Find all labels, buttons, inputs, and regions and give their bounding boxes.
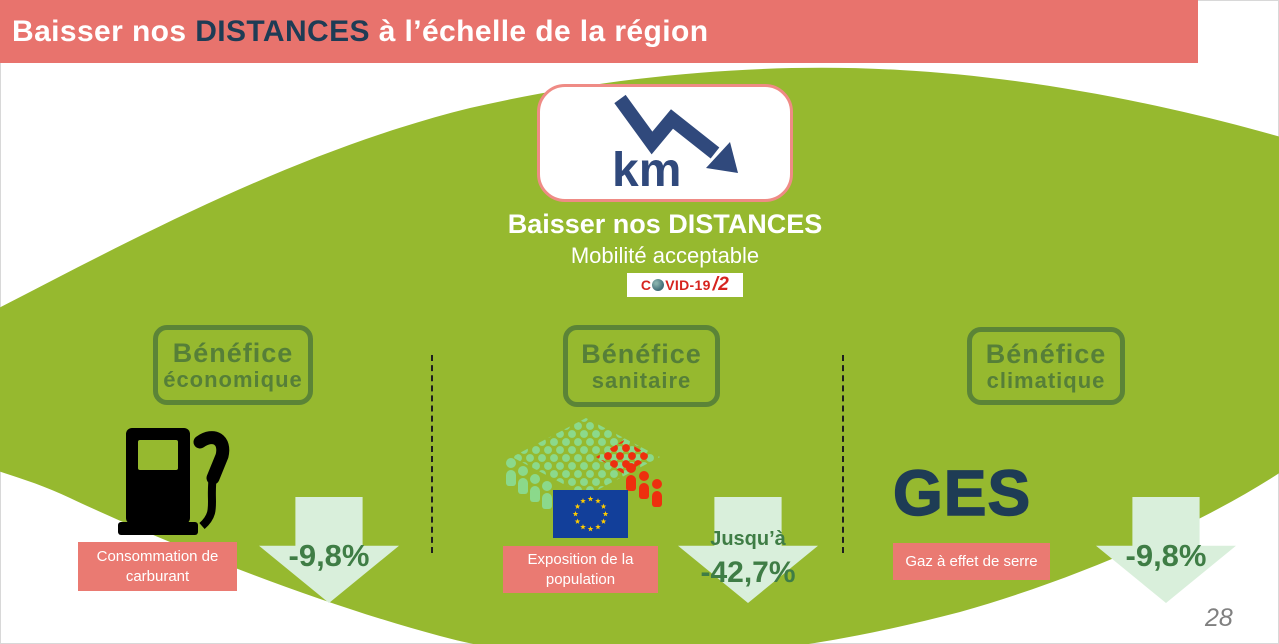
km-decrease-box: km: [537, 84, 793, 202]
person-icon: [518, 466, 528, 494]
person-icon-red: [652, 479, 662, 507]
ges-label: GES: [892, 456, 1032, 530]
hero-subtitle: Mobilité acceptable: [570, 243, 760, 268]
person-icon: [506, 458, 516, 486]
hero-title: Baisser nos DISTANCES: [507, 209, 823, 239]
stamp-line-1: Bénéfice: [172, 337, 294, 368]
arrow-value-economique: -9,8%: [288, 538, 370, 573]
stamp-benefice-climatique: Bénéfice climatique: [967, 327, 1125, 405]
arrow-value-climatique: -9,8%: [1125, 538, 1207, 573]
km-label: km: [612, 144, 681, 197]
arrow-prefix-sanitaire: Jusqu’à: [710, 528, 786, 550]
km-decrease-icon: km: [612, 94, 738, 197]
tag-consommation-carburant: Consommation de carburant: [78, 542, 237, 591]
column-divider-left: [431, 355, 433, 553]
stamp-benefice-economique: Bénéfice économique: [153, 325, 313, 405]
covid-badge-vid: VID-19: [665, 277, 711, 293]
pump-hose: [199, 475, 217, 530]
title-part-3: à l’échelle de la région: [369, 14, 709, 48]
column-divider-right: [842, 355, 844, 553]
virus-icon: [652, 279, 665, 291]
pump-screen: [138, 440, 178, 470]
person-icon-red: [639, 471, 649, 499]
title-part-1: Baisser nos: [12, 14, 196, 48]
stamp-line-2: climatique: [986, 367, 1106, 393]
stamp-benefice-sanitaire: Bénéfice sanitaire: [563, 325, 720, 407]
covid-badge-c: C: [640, 277, 652, 293]
person-icon: [542, 481, 552, 509]
fuel-pump-icon: [118, 428, 230, 535]
tag-exposition-population: Exposition de la population: [503, 546, 658, 593]
pump-nozzle: [193, 431, 230, 485]
title-part-2: DISTANCES: [195, 14, 370, 48]
stamp-line-1: Bénéfice: [985, 338, 1107, 369]
eu-flag-icon: [553, 490, 628, 538]
page-number: 28: [1205, 604, 1233, 632]
covid-19-badge: C VID-19 /2: [627, 273, 743, 297]
down-trend-arrowhead: [706, 142, 738, 173]
arrow-value-sanitaire: -42,7%: [700, 556, 796, 589]
stamp-line-2: économique: [163, 366, 303, 392]
population-crowd-icon: [500, 418, 670, 544]
covid-badge-divider: /2: [712, 274, 730, 295]
stamp-line-1: Bénéfice: [581, 338, 702, 369]
tag-gaz-effet-serre: Gaz à effet de serre: [893, 543, 1050, 580]
slide-title-bar: Baisser nos DISTANCES à l’échelle de la …: [0, 0, 1198, 63]
person-icon: [530, 474, 540, 502]
down-trend-arrow-icon: [614, 94, 720, 159]
stamp-line-2: sanitaire: [591, 367, 692, 393]
person-icon-red: [626, 463, 636, 491]
